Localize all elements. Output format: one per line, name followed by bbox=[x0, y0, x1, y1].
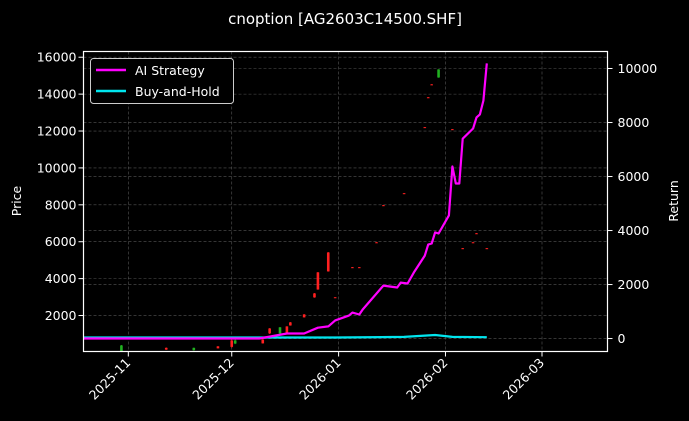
series-line-buy-and-hold bbox=[83, 333, 487, 339]
series-lines bbox=[83, 63, 488, 340]
candle-body bbox=[382, 205, 385, 207]
candle-body bbox=[192, 347, 196, 351]
legend: AI Strategy Buy-and-Hold bbox=[90, 58, 234, 104]
y-axis-right: 0 2000 4000 6000 8000 10000 bbox=[607, 61, 658, 346]
candle-body bbox=[451, 129, 454, 131]
y-right-tick-label: 0 bbox=[618, 331, 626, 346]
y-axis-left-label: Price bbox=[9, 185, 24, 216]
candle-body bbox=[268, 328, 271, 334]
y-right-tick-label: 6000 bbox=[618, 169, 650, 184]
y-axis-right-label: Return bbox=[666, 180, 681, 221]
y-left-tick-label: 6000 bbox=[45, 234, 77, 249]
series-line-ai-strategy bbox=[83, 63, 488, 340]
candle-body bbox=[471, 242, 475, 244]
candle-body bbox=[216, 346, 220, 349]
candle-body bbox=[285, 326, 289, 334]
y-right-tick-label: 8000 bbox=[618, 115, 650, 130]
candle-body bbox=[289, 322, 292, 326]
x-tick-label: 2026-03 bbox=[500, 355, 548, 403]
candle-body bbox=[430, 84, 433, 86]
x-tick-label: 2025-11 bbox=[86, 355, 134, 403]
candle-body bbox=[261, 339, 265, 344]
y-right-tick-label: 10000 bbox=[618, 61, 658, 76]
candle-body bbox=[461, 248, 465, 250]
candle-body bbox=[475, 233, 478, 235]
candle-body bbox=[402, 193, 406, 195]
candle-body bbox=[302, 314, 306, 318]
y-right-tick-label: 2000 bbox=[618, 277, 650, 292]
y-left-tick-label: 10000 bbox=[37, 160, 77, 175]
y-left-tick-label: 2000 bbox=[45, 308, 77, 323]
y-right-tick-label: 4000 bbox=[618, 223, 650, 238]
candle-body bbox=[233, 340, 237, 344]
x-axis: 2025-11 2025-12 2026-01 2026-02 2026-03 bbox=[86, 351, 548, 403]
y-axis-left: 2000 4000 6000 8000 10000 12000 14000 16000 bbox=[37, 50, 84, 323]
y-left-tick-label: 16000 bbox=[37, 50, 77, 65]
candle-body bbox=[164, 347, 168, 350]
legend-label-bh: Buy-and-Hold bbox=[135, 84, 220, 99]
candle-body bbox=[120, 345, 123, 352]
candle-body bbox=[278, 327, 282, 334]
y-left-tick-label: 8000 bbox=[45, 197, 77, 212]
candle-body bbox=[316, 272, 320, 290]
y-left-tick-label: 12000 bbox=[37, 124, 77, 139]
plot-frame bbox=[82, 50, 609, 353]
candle-body bbox=[351, 267, 354, 269]
candle-body bbox=[423, 127, 427, 129]
candle-body bbox=[326, 252, 330, 272]
legend-label-ai: AI Strategy bbox=[135, 63, 205, 78]
candle-body bbox=[485, 248, 489, 250]
chart-title: cnoption [AG2603C14500.SHF] bbox=[228, 10, 462, 28]
y-left-tick-label: 4000 bbox=[45, 271, 77, 286]
y-left-tick-label: 14000 bbox=[37, 87, 77, 102]
x-tick-label: 2025-12 bbox=[189, 355, 237, 403]
candle-body bbox=[437, 69, 440, 78]
candle-body bbox=[333, 297, 337, 299]
candle-body bbox=[313, 293, 316, 298]
x-tick-label: 2026-02 bbox=[403, 355, 451, 403]
candle-body bbox=[230, 340, 234, 347]
x-tick-label: 2026-01 bbox=[296, 355, 344, 403]
candles bbox=[120, 69, 489, 352]
candle-body bbox=[375, 242, 378, 244]
legend-box bbox=[90, 58, 234, 104]
candle-body bbox=[426, 97, 430, 99]
candle-body bbox=[357, 267, 361, 269]
